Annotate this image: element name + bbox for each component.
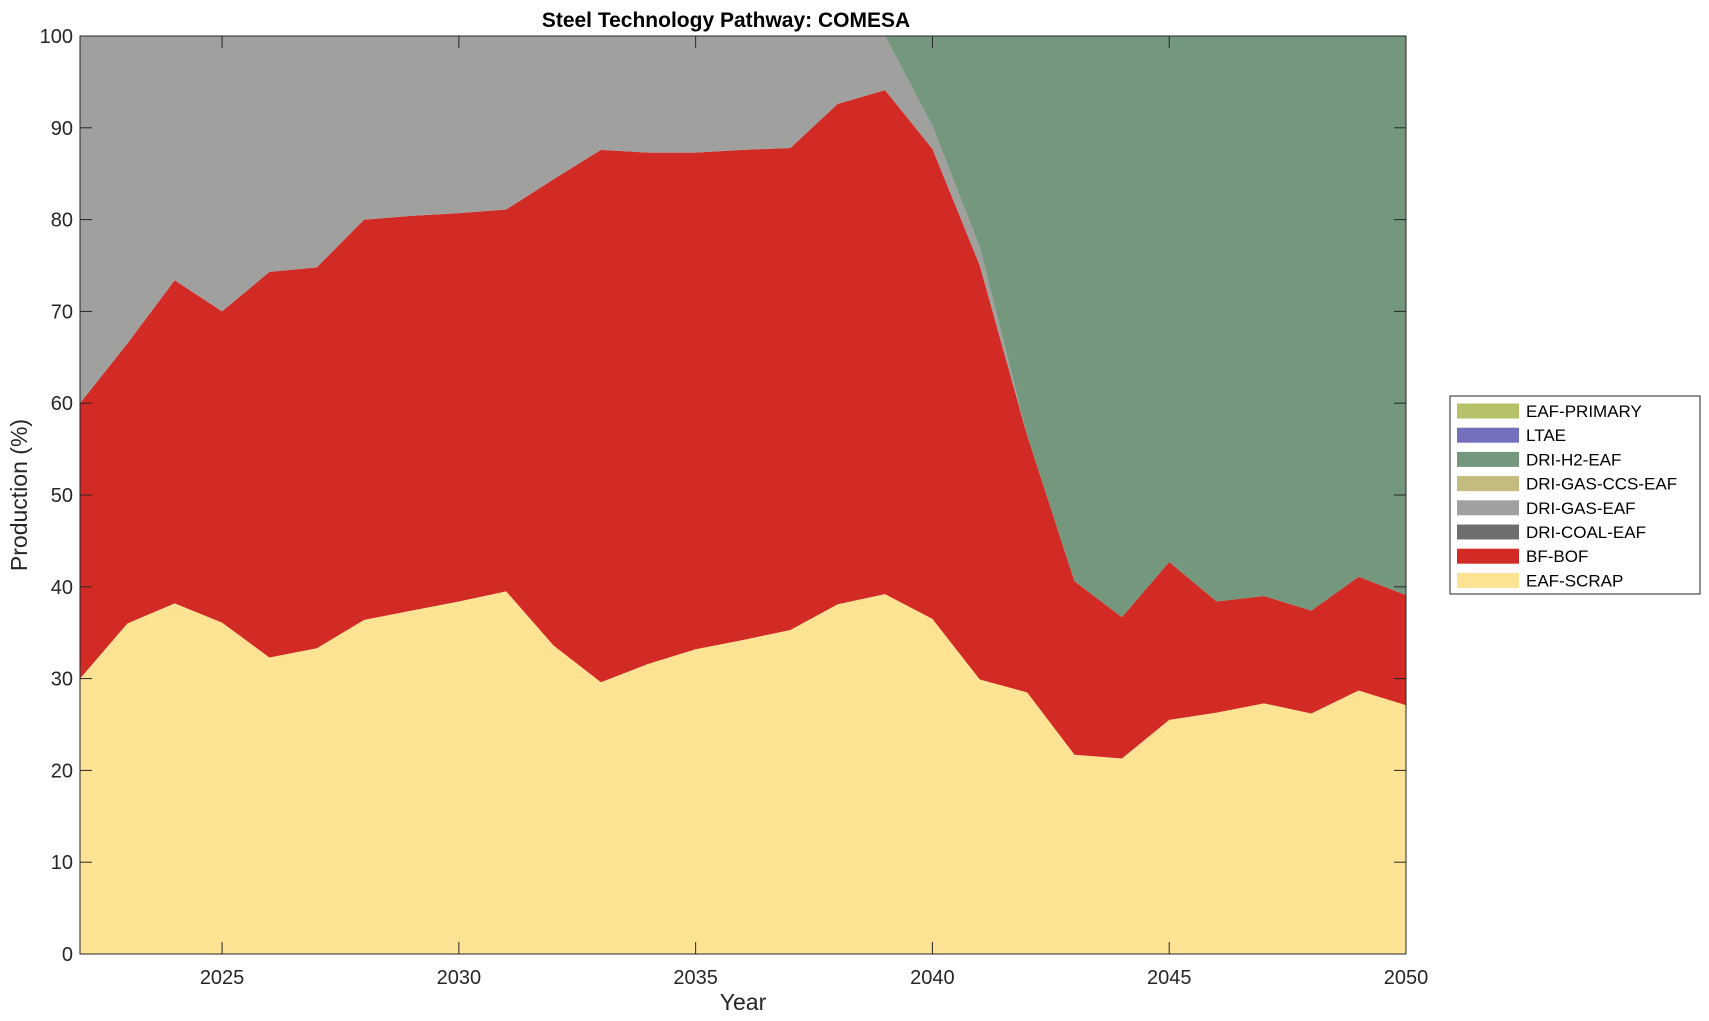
y-tick-label: 50 [51, 485, 73, 507]
legend-label: EAF-SCRAP [1526, 571, 1623, 590]
x-tick-label: 2025 [200, 967, 245, 989]
area-eaf-scrap [80, 591, 1406, 954]
legend-swatch [1457, 548, 1519, 564]
legend-swatch [1457, 524, 1519, 540]
x-axis-title: Year [720, 989, 767, 1015]
legend-item-dri-gas-ccs-eaf: DRI-GAS-CCS-EAF [1457, 475, 1677, 494]
legend-item-dri-h2-eaf: DRI-H2-EAF [1457, 450, 1621, 469]
legend-label: BF-BOF [1526, 547, 1588, 566]
y-tick-label: 60 [51, 393, 73, 415]
legend-item-ltae: LTAE [1457, 426, 1566, 445]
x-tick-labels: 2025 2030 2035 2040 2045 2050 [200, 967, 1428, 989]
legend-swatch [1457, 427, 1519, 443]
area-bf-bof [80, 90, 1406, 759]
legend-label: LTAE [1526, 426, 1566, 445]
legend-item-bf-bof: BF-BOF [1457, 547, 1588, 566]
y-axis-title: Production (%) [6, 419, 32, 571]
y-tick-label: 30 [51, 669, 73, 691]
x-tick-label: 2040 [910, 967, 955, 989]
legend: EAF-PRIMARY LTAE DRI-H2-EAF DRI-GAS-CCS-EAF… [1449, 395, 1701, 595]
y-tick-label: 40 [51, 577, 73, 599]
legend-item-eaf-scrap: EAF-SCRAP [1457, 571, 1623, 590]
y-tick-labels: 0 10 20 30 40 50 60 70 80 90 100 [40, 26, 73, 966]
y-tick-label: 80 [51, 210, 73, 232]
y-tick-label: 90 [51, 118, 73, 140]
legend-item-dri-coal-eaf: DRI-COAL-EAF [1457, 523, 1646, 542]
legend-label: DRI-H2-EAF [1526, 450, 1621, 469]
legend-item-dri-gas-eaf: DRI-GAS-EAF [1457, 499, 1636, 518]
legend-label: DRI-GAS-EAF [1526, 499, 1636, 518]
area-dri-h2-eaf [80, 36, 1406, 618]
x-tick-label: 2045 [1147, 967, 1192, 989]
legend-label: DRI-COAL-EAF [1526, 523, 1646, 542]
area-layers [80, 36, 1406, 954]
x-tick-label: 2030 [437, 967, 482, 989]
y-tick-label: 10 [51, 852, 73, 874]
legend-swatch [1457, 476, 1519, 492]
legend-label: EAF-PRIMARY [1526, 402, 1642, 421]
legend-items: EAF-PRIMARY LTAE DRI-H2-EAF DRI-GAS-CCS-EAF… [1457, 402, 1677, 590]
legend-swatch [1457, 403, 1519, 419]
legend-item-eaf-primary: EAF-PRIMARY [1457, 402, 1642, 421]
y-tick-label: 70 [51, 301, 73, 323]
legend-swatch [1457, 451, 1519, 467]
y-tick-label: 20 [51, 760, 73, 782]
y-tick-label: 0 [62, 944, 73, 966]
plot-area-frame [79, 35, 1407, 955]
legend-swatch [1457, 572, 1519, 588]
x-tick-label: 2050 [1384, 967, 1429, 989]
y-tick-label: 100 [40, 26, 73, 48]
x-tick-label: 2035 [673, 967, 718, 989]
area-dri-gas-eaf [80, 36, 1406, 618]
legend-swatch [1457, 500, 1519, 516]
chart-title: Steel Technology Pathway: COMESA [542, 9, 910, 32]
legend-label: DRI-GAS-CCS-EAF [1526, 475, 1677, 494]
